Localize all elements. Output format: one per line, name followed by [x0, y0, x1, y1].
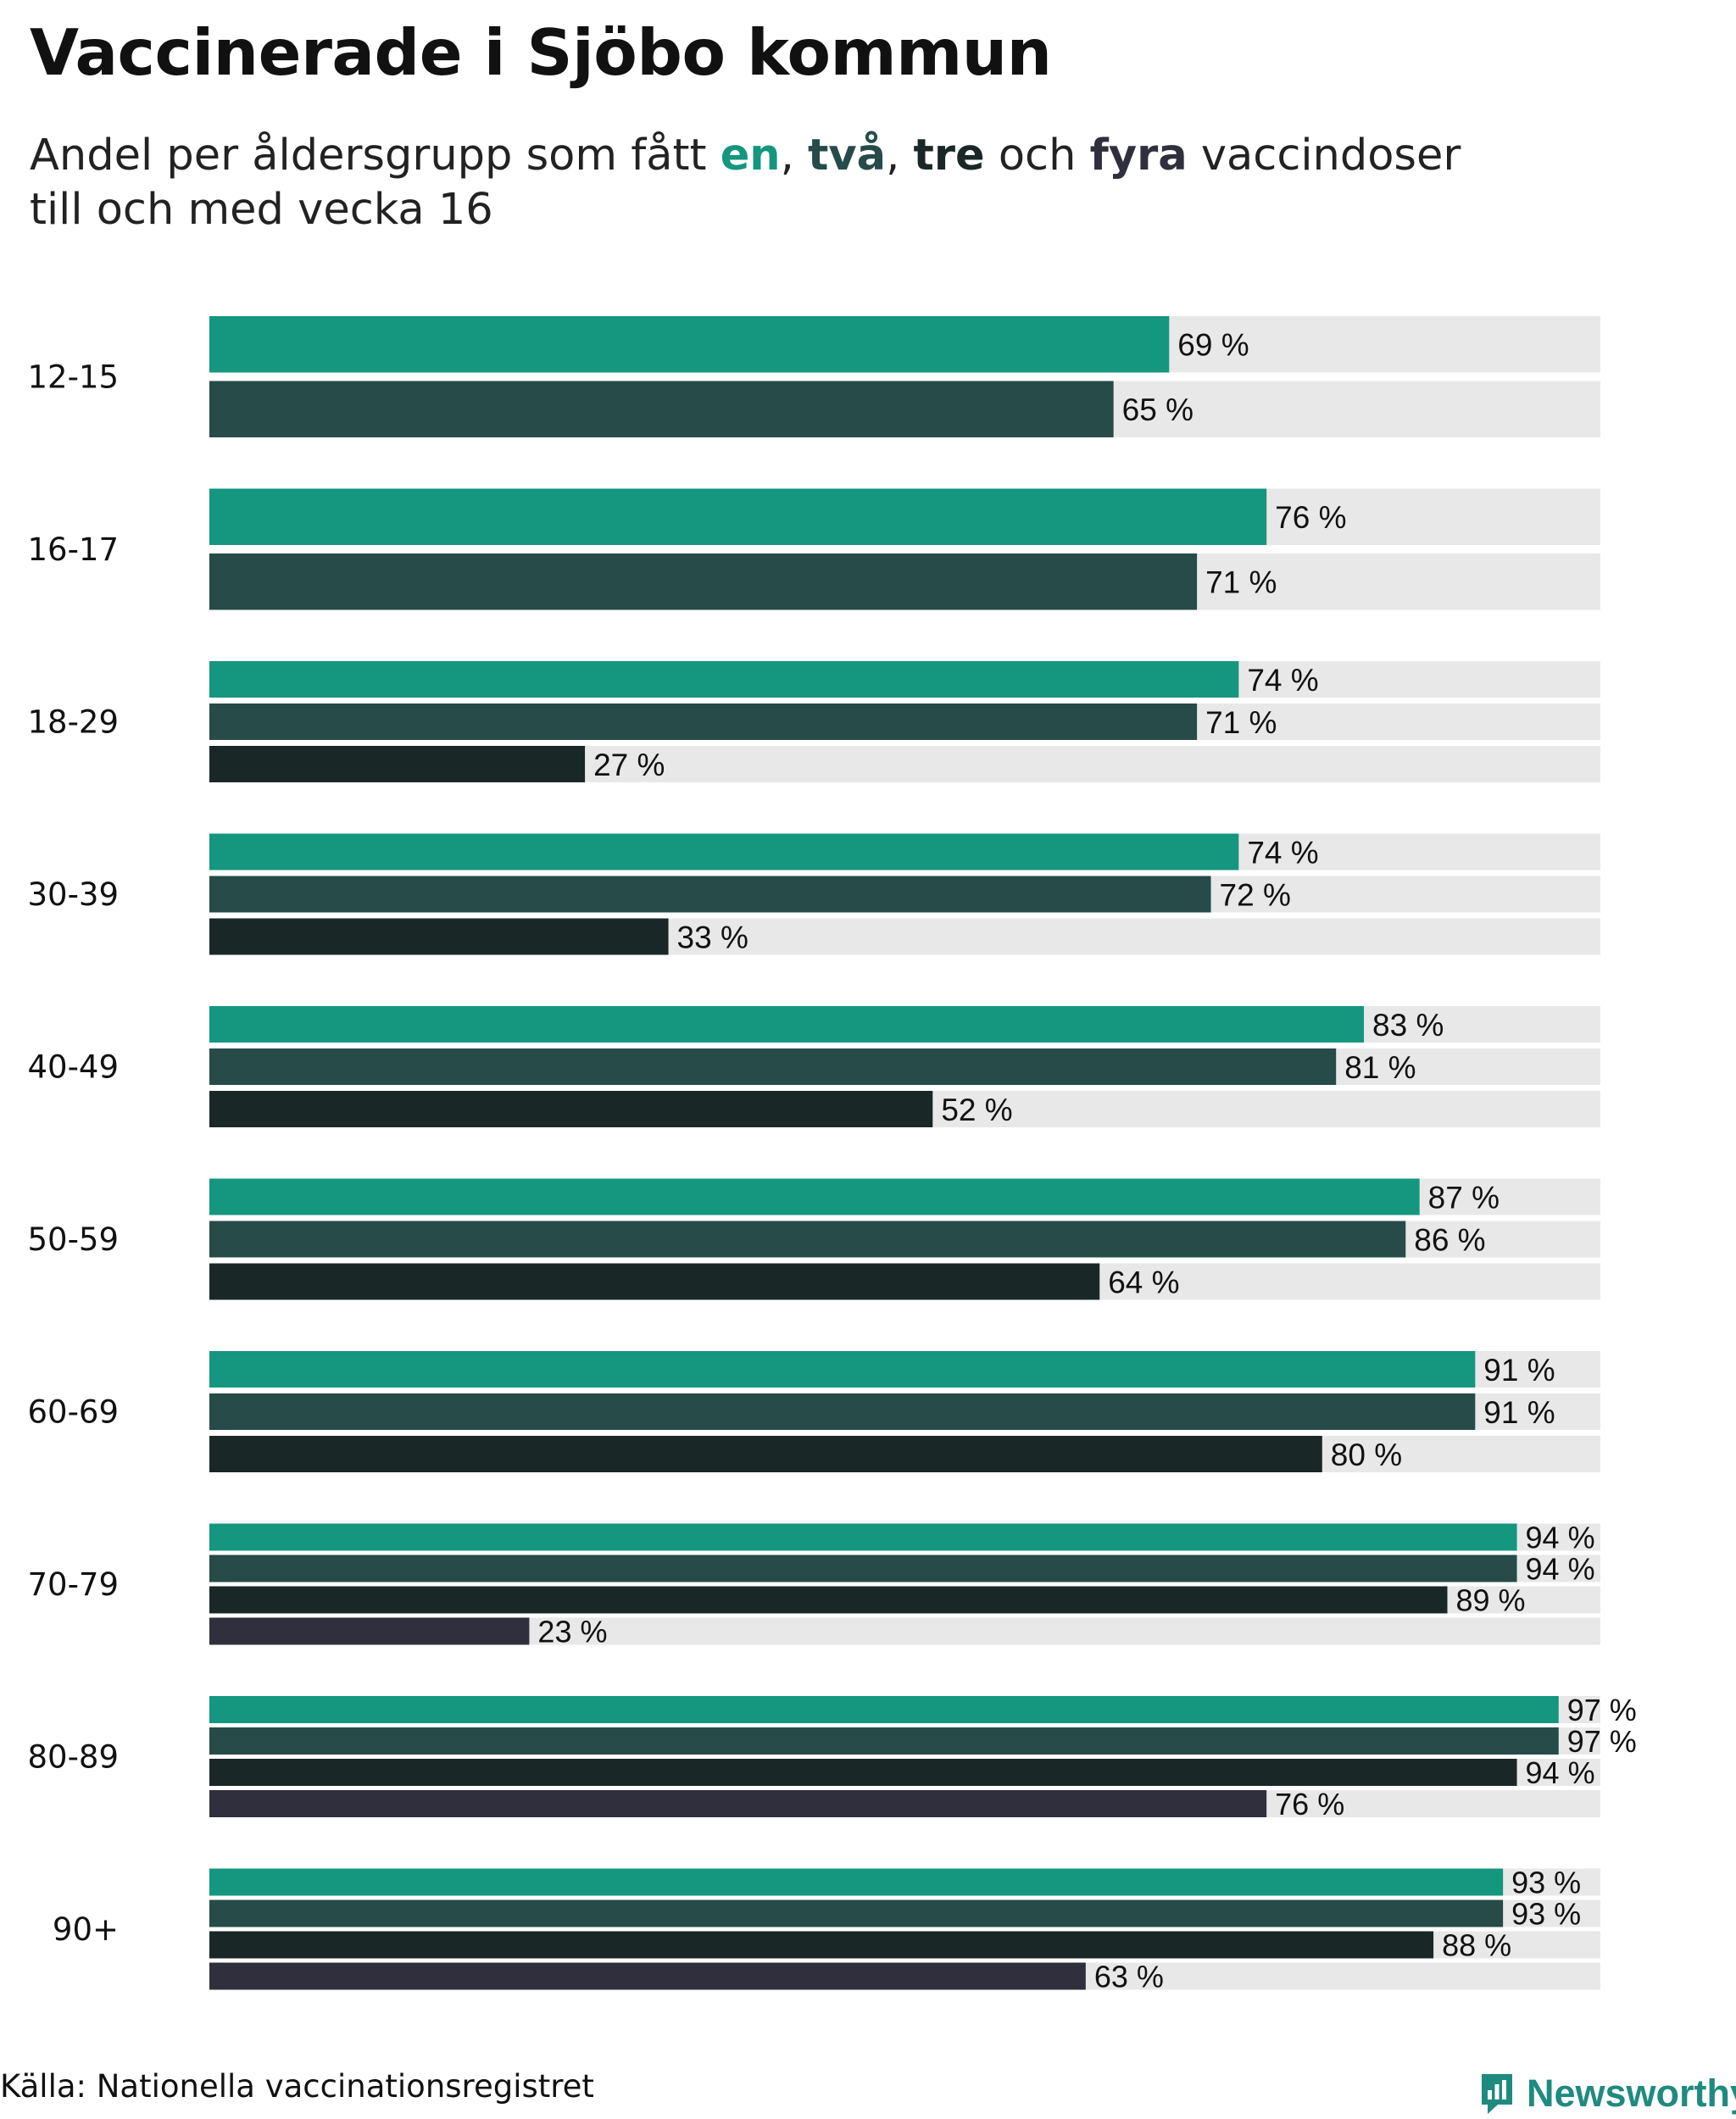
subtitle-sep-1: ,: [780, 131, 809, 181]
data-label: 97 %: [1567, 1724, 1637, 1759]
chart-title: Vaccinerade i Sjöbo kommun: [30, 15, 1052, 90]
data-label: 65 %: [1122, 392, 1194, 427]
data-label: 81 %: [1344, 1050, 1416, 1085]
legend-dose-1: en: [720, 131, 781, 181]
category-label: 80-89: [27, 1739, 119, 1776]
data-label: 27 %: [593, 748, 665, 782]
bar: [209, 1091, 933, 1127]
bar: [209, 1523, 1517, 1551]
data-label: 71 %: [1205, 705, 1277, 740]
category-label: 60-69: [27, 1394, 119, 1431]
bar: [209, 316, 1170, 373]
bar: [209, 918, 669, 955]
bar: [209, 1727, 1559, 1755]
brand-name: Newsworthy: [1527, 2072, 1736, 2115]
data-label: 76 %: [1275, 1787, 1344, 1821]
subtitle-prefix: Andel per åldersgrupp som fått: [30, 131, 721, 181]
legend-dose-3: tre: [913, 131, 985, 181]
bar: [209, 488, 1267, 545]
bar: [209, 1006, 1365, 1043]
data-label: 94 %: [1526, 1551, 1595, 1586]
bar: [209, 381, 1114, 437]
bar: [209, 1931, 1434, 1959]
data-label: 64 %: [1108, 1265, 1179, 1299]
subtitle-sep-3: och: [984, 131, 1090, 181]
category-label: 12-15: [27, 359, 119, 396]
data-label: 69 %: [1177, 328, 1249, 363]
newsworthy-logo-icon: [1482, 2074, 1512, 2114]
bar: [209, 1263, 1100, 1300]
legend-dose-4: fyra: [1089, 131, 1188, 181]
data-label: 76 %: [1275, 500, 1346, 535]
bar: [209, 1393, 1476, 1430]
category-label: 50-59: [27, 1221, 119, 1258]
data-label: 94 %: [1526, 1755, 1595, 1790]
data-label: 72 %: [1220, 877, 1291, 912]
data-label: 74 %: [1247, 835, 1318, 870]
bar: [209, 1617, 530, 1645]
category-label: 40-49: [27, 1049, 119, 1086]
chart-subtitle: Andel per åldersgrupp som fått en, två, …: [30, 129, 1640, 237]
bar: [209, 661, 1239, 698]
data-label: 94 %: [1526, 1520, 1595, 1554]
bar: [209, 1048, 1337, 1085]
subtitle-suffix: vaccindoser: [1187, 131, 1461, 181]
bar: [209, 1178, 1420, 1215]
bar: [209, 1899, 1504, 1927]
source-note: Källa: Nationella vaccinationsregistret: [0, 2068, 594, 2105]
data-label: 33 %: [677, 920, 748, 954]
bar: [209, 1868, 1504, 1896]
bar: [209, 1436, 1322, 1472]
data-label: 93 %: [1511, 1896, 1581, 1931]
category-label: 16-17: [27, 531, 119, 568]
bar: [209, 1586, 1448, 1614]
data-label: 89 %: [1455, 1582, 1525, 1617]
data-label: 88 %: [1442, 1927, 1511, 1962]
data-label: 97 %: [1567, 1693, 1637, 1727]
data-label: 87 %: [1428, 1180, 1500, 1215]
data-label: 91 %: [1483, 1395, 1555, 1430]
bar: [209, 1221, 1406, 1258]
bar: [209, 1554, 1517, 1582]
data-label: 71 %: [1205, 565, 1277, 600]
bar: [209, 1696, 1559, 1723]
legend-dose-2: två: [808, 131, 887, 181]
category-label: 90+: [53, 1911, 119, 1948]
bar: [209, 704, 1198, 740]
data-label: 86 %: [1414, 1222, 1485, 1257]
data-label: 80 %: [1331, 1438, 1402, 1472]
data-label: 52 %: [941, 1093, 1012, 1127]
bar: [209, 553, 1198, 610]
bar: [209, 1790, 1267, 1817]
bar: [209, 746, 586, 782]
bar: [209, 876, 1211, 913]
brand-logo[interactable]: Newsworthy: [1479, 2068, 1736, 2119]
bar: [209, 1351, 1476, 1388]
bar: [209, 1759, 1517, 1786]
data-label: 91 %: [1483, 1353, 1555, 1388]
category-label: 70-79: [27, 1566, 119, 1603]
data-label: 93 %: [1511, 1865, 1581, 1899]
category-label: 18-29: [27, 704, 119, 741]
data-label: 83 %: [1372, 1008, 1444, 1043]
bar: [209, 1962, 1086, 1990]
subtitle-sep-2: ,: [886, 131, 914, 181]
data-label: 23 %: [537, 1614, 607, 1649]
bar: [209, 833, 1239, 870]
category-label: 30-39: [27, 876, 119, 913]
data-label: 63 %: [1094, 1959, 1164, 1994]
data-label: 74 %: [1247, 663, 1318, 698]
subtitle-line-2: till och med vecka 16: [30, 185, 493, 235]
